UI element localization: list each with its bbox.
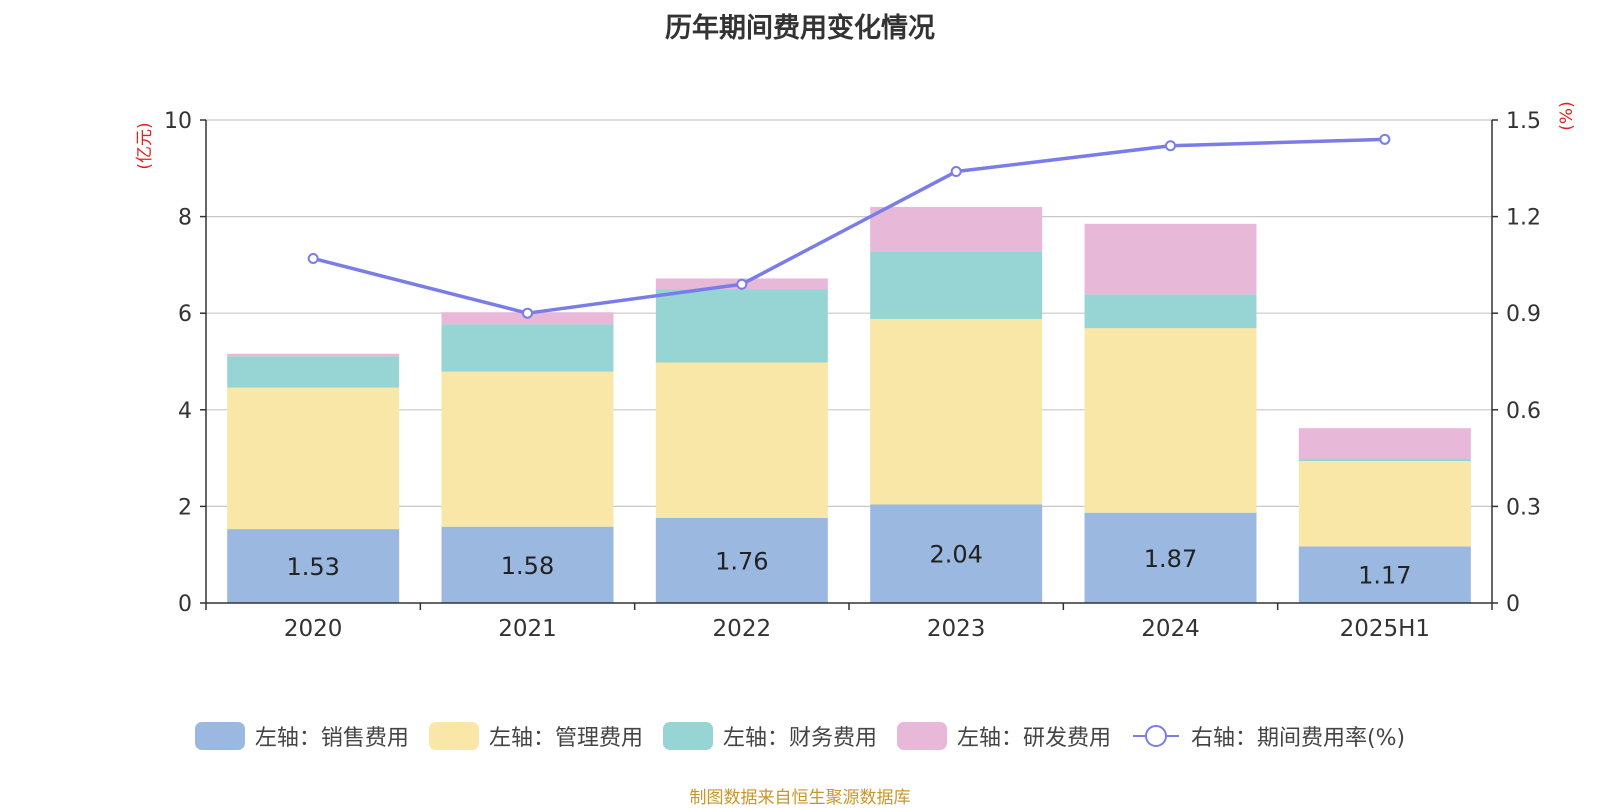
bar-layer (227, 206, 1471, 603)
legend-item[interactable]: 左轴：管理费用 (428, 720, 643, 752)
bar-segment (1298, 546, 1471, 603)
x-axis-tick-label: 2022 (713, 616, 772, 642)
rate-line (312, 137, 1385, 315)
right-axis-tick-label: 0 (1506, 592, 1520, 617)
bar-segment (227, 353, 400, 357)
x-axis-tick-label: 2021 (498, 616, 557, 642)
legend-line-marker-icon (1132, 725, 1179, 747)
x-axis-tick-label: 2025H1 (1340, 616, 1430, 642)
bar-segment (1084, 328, 1257, 513)
bar-segment (870, 318, 1043, 505)
bar-value-label: 1.76 (715, 547, 768, 575)
bar-segment (1084, 223, 1257, 295)
legend-label: 左轴：财务费用 (722, 726, 877, 751)
legend-label: 右轴：期间费用率(%) (1190, 726, 1406, 751)
legend-swatch (194, 722, 245, 750)
bar-value-label: 1.53 (286, 553, 339, 581)
bar-segment (870, 504, 1043, 603)
axes: 0 2 4 6 8 10 0 0.3 0.6 0.9 1.2 1.5 2020 2021 2022 2023 2… (135, 101, 1577, 642)
bar-segment (227, 529, 400, 603)
left-axis-tick-label: 10 (164, 109, 192, 134)
bar-segment (655, 517, 828, 603)
right-axis-tick-label: 0.3 (1506, 495, 1541, 520)
x-axis-tick-label: 2023 (927, 616, 986, 642)
x-axis-tick-label: 2020 (284, 616, 343, 642)
legend-item[interactable]: 左轴：财务费用 (662, 720, 877, 752)
rate-point (1379, 133, 1391, 145)
bar-segment (1084, 512, 1257, 603)
right-axis-tick-label: 0.6 (1506, 399, 1541, 424)
bar-segment (655, 362, 828, 518)
x-axis-tick-label: 2024 (1141, 616, 1200, 642)
bar-segment (227, 387, 400, 530)
rate-point (1165, 140, 1176, 152)
bar-segment (1084, 294, 1257, 329)
legend-item[interactable]: 右轴：期间费用率(%) (1131, 720, 1405, 752)
right-axis-tick-label: 0.9 (1506, 302, 1541, 327)
left-axis-unit-label: (亿元) (135, 122, 155, 169)
bar-segment (870, 251, 1043, 319)
right-axis-tick-label: 1.5 (1506, 109, 1541, 134)
chart-title: 历年期间费用变化情况 (665, 13, 935, 44)
legend: 左轴：销售费用 左轴：管理费用 左轴：财务费用 左轴：研发费用 右轴：期间费用率(%) (0, 718, 1600, 754)
legend-label: 左轴：研发费用 (956, 726, 1111, 751)
left-axis-tick-label: 6 (178, 302, 192, 327)
bar-segment (870, 206, 1043, 252)
bar-value-label: 1.58 (501, 552, 554, 580)
rate-line-layer (307, 133, 1391, 319)
left-axis-tick-label: 8 (178, 206, 192, 231)
source-note: 制图数据来自恒生聚源数据库 (689, 788, 911, 808)
left-axis-tick-label: 4 (178, 399, 192, 424)
bar-segment (227, 356, 400, 388)
rate-point (307, 252, 319, 264)
bar-value-label: 2.04 (929, 541, 982, 569)
left-axis-tick-label: 0 (178, 592, 192, 617)
grid-lines (206, 119, 1492, 507)
rate-point (736, 278, 748, 290)
left-axis-tick-label: 2 (178, 495, 192, 520)
bar-segment (1298, 458, 1471, 461)
rate-point (522, 307, 533, 319)
bar-value-label: 1.87 (1144, 545, 1197, 573)
legend-swatch (428, 722, 479, 750)
rate-point (950, 166, 962, 178)
bar-segment (1298, 460, 1471, 547)
legend-label: 左轴：销售费用 (254, 726, 409, 751)
legend-swatch (662, 722, 713, 750)
bar-segment (1298, 428, 1471, 459)
right-axis-unit-label: (%) (1557, 101, 1577, 130)
bar-segment (441, 526, 614, 603)
legend-label: 左轴：管理费用 (488, 726, 643, 751)
legend-item[interactable]: 左轴：研发费用 (896, 720, 1111, 752)
right-axis-tick-label: 1.2 (1506, 206, 1541, 231)
legend-item[interactable]: 左轴：销售费用 (194, 720, 409, 752)
bar-value-label: 1.17 (1358, 562, 1411, 590)
bar-segment (441, 371, 614, 527)
data-labels: 1.53 1.58 1.76 2.04 1.87 1.17 (286, 541, 1411, 590)
bar-segment (655, 289, 828, 363)
bar-segment (441, 324, 614, 372)
legend-swatch (896, 722, 947, 750)
